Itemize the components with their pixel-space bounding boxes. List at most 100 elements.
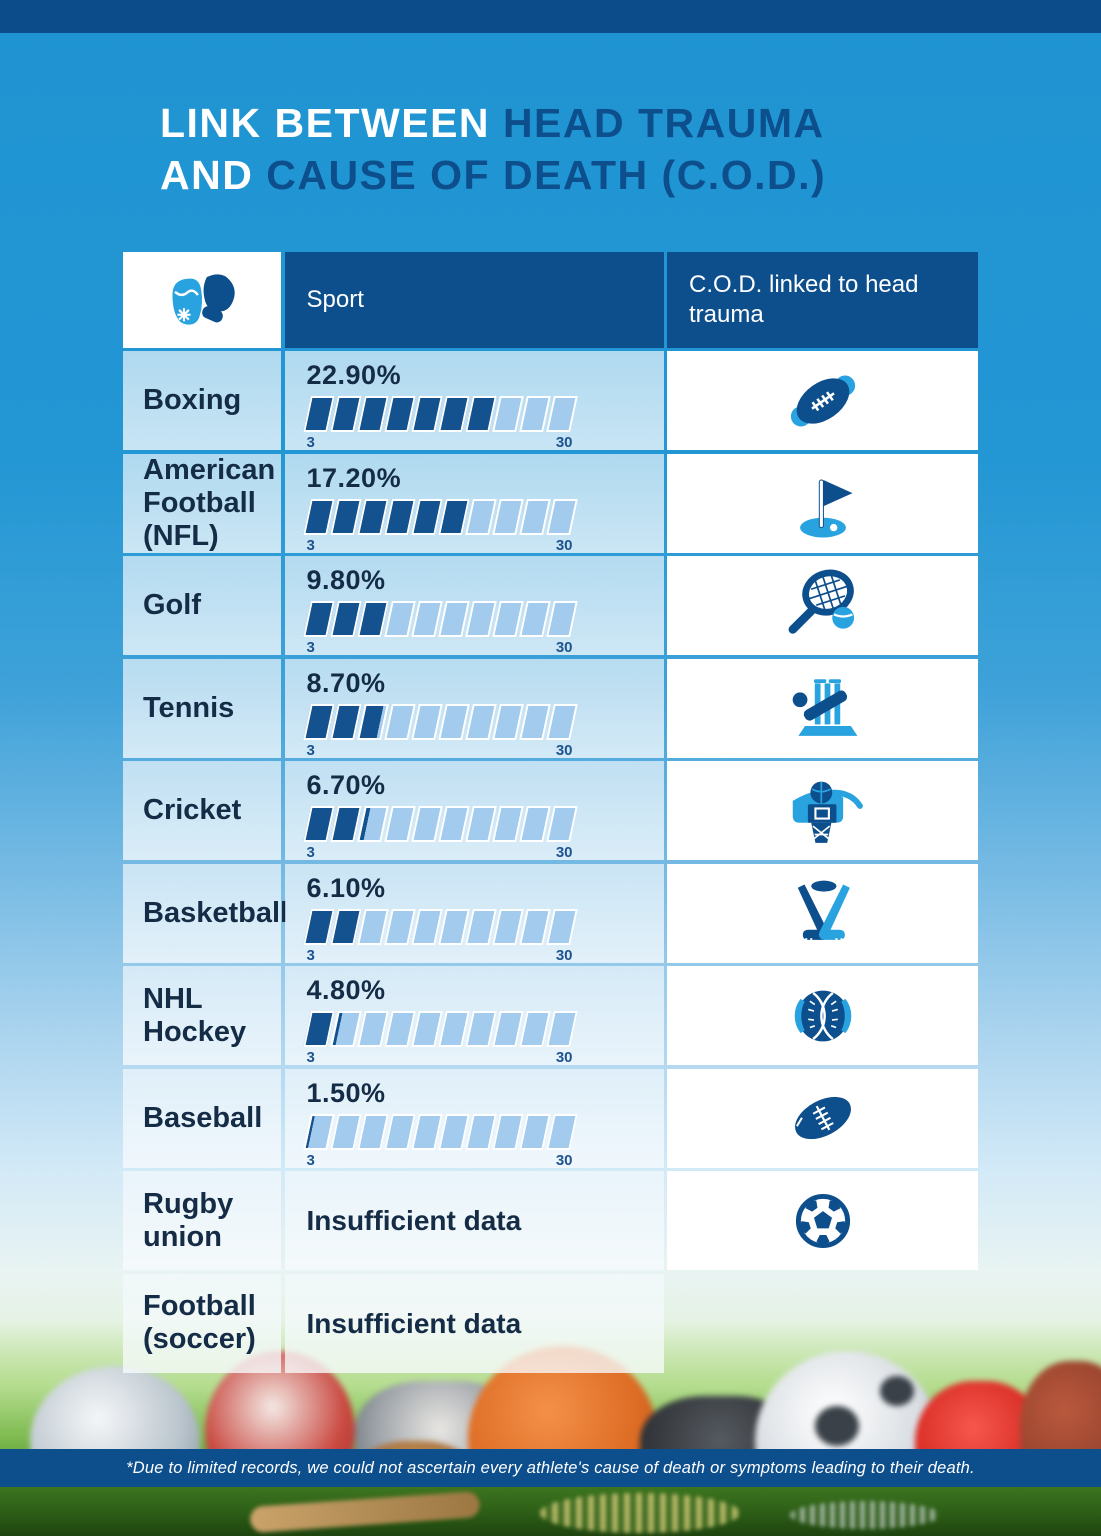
bar-segment: [437, 908, 470, 945]
sport-icon-cell: [667, 761, 978, 861]
american-football-icon: [781, 359, 865, 443]
bar-segment: [383, 601, 416, 638]
bar-segment: [518, 1113, 551, 1150]
bar-segment: [302, 1113, 335, 1150]
bar-segment: [410, 703, 443, 740]
bar-segment: [329, 601, 362, 638]
bar-segment: [437, 1011, 470, 1048]
page-title: LINK BETWEEN HEAD TRAUMA AND CAUSE OF DE…: [160, 97, 1101, 202]
bar-segment: [383, 1011, 416, 1048]
soccer-ball-icon: [782, 1180, 864, 1262]
bar-segment: [329, 498, 362, 535]
bar-segment: [464, 806, 497, 843]
scale-min: 3: [306, 844, 315, 862]
segment-bar: [302, 1011, 578, 1048]
badminton-racket-shape: [790, 1501, 940, 1529]
scale-min: 3: [306, 1049, 315, 1067]
baseball-bat-shape: [249, 1491, 481, 1533]
bar-segment: [356, 908, 389, 945]
baseball-icon: [782, 975, 864, 1057]
bar-segment: [518, 498, 551, 535]
tennis-racket-strings-shape: [540, 1493, 740, 1533]
sport-icon-cell: [667, 658, 978, 758]
cod-value-cell: 4.80% 3 30: [284, 966, 664, 1066]
cod-value-cell: 9.80% 3 30: [284, 556, 664, 657]
bar-segment: [464, 601, 497, 638]
sport-icon-cell: [667, 1068, 978, 1168]
segment-bar: [302, 806, 578, 843]
rugby-ball-icon: [781, 1076, 865, 1160]
tennis-racket-icon: [781, 564, 865, 648]
footnote-bar: *Due to limited records, we could not as…: [0, 1449, 1101, 1487]
bar-segment: [302, 498, 335, 535]
segment-bar: [302, 396, 578, 433]
top-accent-bar: [0, 0, 1101, 33]
bar-segment: [545, 1011, 578, 1048]
sport-name: NHL Hockey: [123, 966, 281, 1066]
bar-segment: [410, 806, 443, 843]
bar-segment: [437, 703, 470, 740]
bar-segment: [545, 908, 578, 945]
bar-segment: [302, 703, 335, 740]
percent-value: 1.50%: [306, 1077, 386, 1108]
bar-segment: [545, 806, 578, 843]
bar-scale: 3 30: [307, 1152, 573, 1169]
scale-min: 3: [306, 434, 315, 452]
percent-value: 8.70%: [306, 667, 386, 698]
title-part-blue: CAUSE OF DEATH (C.O.D.): [266, 152, 827, 199]
bar-segment: [329, 703, 362, 740]
bar-scale: 3 30: [307, 947, 573, 964]
hockey-sticks-icon: [781, 871, 865, 955]
scale-max: 30: [555, 946, 573, 964]
percent-value: 6.70%: [306, 770, 386, 801]
title-part-white: LINK BETWEEN: [160, 100, 491, 146]
bar-segment: [356, 601, 389, 638]
bar-segment: [464, 1011, 497, 1048]
bar-scale: 3 30: [307, 537, 573, 554]
bar-segment: [464, 498, 497, 535]
sport-icon-cell: [667, 351, 978, 451]
bar-segment: [545, 703, 578, 740]
bar-segment: [410, 1011, 443, 1048]
bar-segment: [302, 908, 335, 945]
segment-bar: [302, 601, 578, 638]
column-header-cod: C.O.D. linked to head trauma: [667, 251, 978, 348]
scale-max: 30: [555, 639, 573, 657]
bar-segment: [518, 396, 551, 433]
scale-min: 3: [306, 946, 315, 964]
percent-value: 22.90%: [306, 360, 402, 391]
bar-segment: [518, 703, 551, 740]
sport-name: Boxing: [123, 351, 281, 451]
scale-min: 3: [306, 639, 315, 657]
cod-value-cell: Insufficient data: [284, 1273, 664, 1373]
percent-value: 4.80%: [306, 975, 386, 1006]
scale-min: 3: [306, 1151, 315, 1169]
scale-max: 30: [555, 536, 573, 554]
bar-scale: 3 30: [307, 1049, 573, 1066]
bar-segment: [545, 498, 578, 535]
bar-segment: [383, 908, 416, 945]
bar-scale: 3 30: [307, 434, 573, 451]
bar-segment: [356, 1113, 389, 1150]
percent-value: 17.20%: [306, 462, 402, 493]
bar-segment: [329, 1011, 362, 1048]
scale-max: 30: [555, 434, 573, 452]
bar-segment: [545, 1113, 578, 1150]
column-header-sport: Sport: [284, 251, 664, 348]
sport-name: Tennis: [123, 658, 281, 758]
sport-name: American Football (NFL): [123, 453, 281, 553]
cod-value-cell: Insufficient data: [284, 1171, 664, 1271]
bar-segment: [464, 908, 497, 945]
bar-segment: [356, 703, 389, 740]
scale-max: 30: [555, 741, 573, 759]
insufficient-data-label: Insufficient data: [306, 1205, 522, 1237]
bar-segment: [410, 908, 443, 945]
bar-segment: [410, 601, 443, 638]
sport-name: Basketball: [123, 863, 288, 963]
bar-segment: [302, 806, 335, 843]
bar-segment: [383, 703, 416, 740]
bar-segment: [302, 601, 335, 638]
scale-min: 3: [306, 741, 315, 759]
percent-value: 9.80%: [306, 565, 386, 596]
bar-segment: [410, 396, 443, 433]
